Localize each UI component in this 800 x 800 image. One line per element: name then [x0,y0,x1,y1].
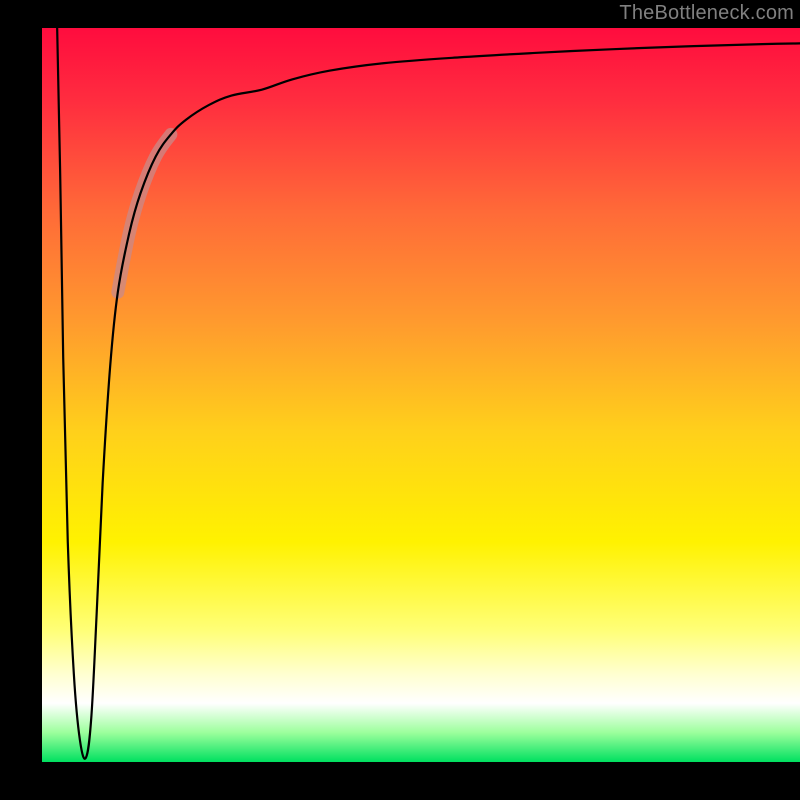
watermark-text: TheBottleneck.com [619,0,800,25]
gradient-background [42,28,800,762]
plot-area [42,28,800,762]
chart-svg [42,28,800,762]
chart-container: TheBottleneck.com [0,0,800,800]
